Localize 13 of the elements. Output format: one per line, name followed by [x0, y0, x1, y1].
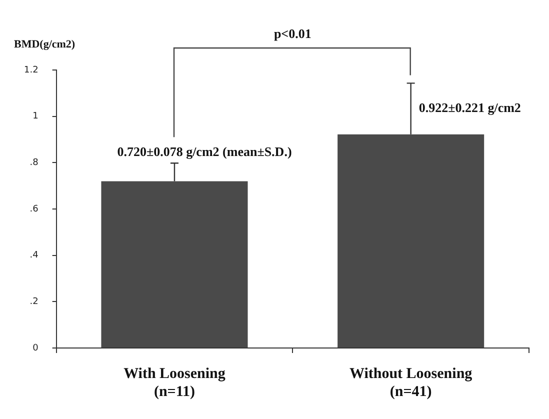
y-tick-label: 0: [32, 343, 39, 354]
y-axis-title: BMD(g/cm2): [14, 38, 76, 50]
y-tick-label: .6: [30, 204, 39, 214]
data-label: 0.720±0.078 g/cm2 (mean±S.D.): [117, 144, 292, 159]
y-tick-label: 1.2: [24, 65, 38, 76]
y-tick-label: .8: [30, 158, 39, 168]
text: p<0.01: [272, 26, 312, 42]
y-tick-label: 1: [32, 112, 38, 122]
data-label: 0.922±0.221 g/cm2: [418, 100, 521, 116]
x-tick-label: Without Loosening (n=41): [349, 366, 473, 400]
y-tick-label: .2: [30, 297, 38, 308]
x-tick-label: With Loosening (n=11): [124, 366, 226, 400]
y-tick-label: .4: [30, 250, 39, 261]
